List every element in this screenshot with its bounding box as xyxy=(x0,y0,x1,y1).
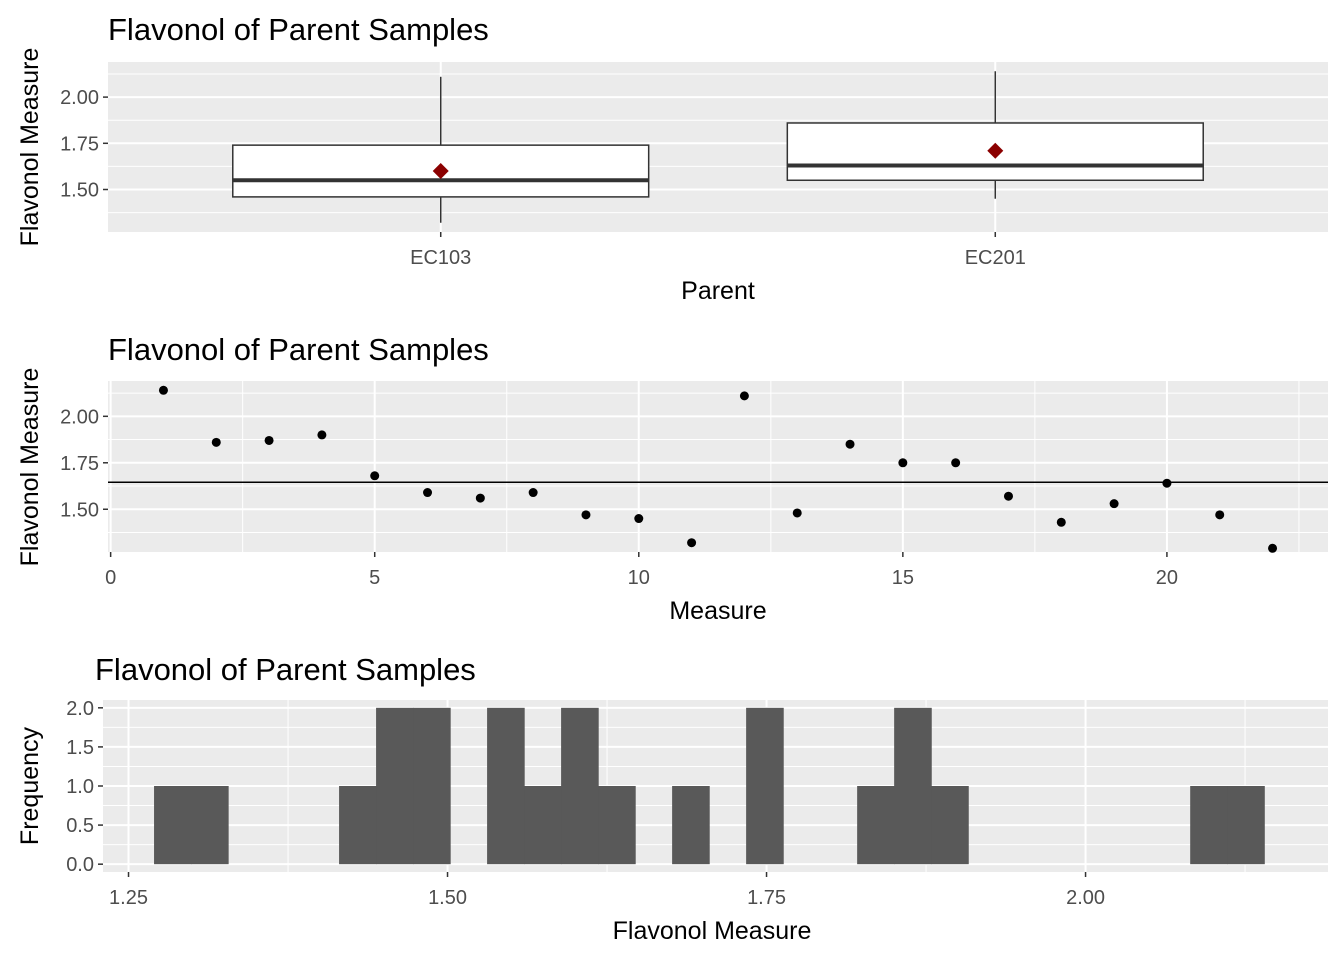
histogram-bar xyxy=(561,707,599,865)
histogram-y-tick-label: 1.5 xyxy=(66,737,94,759)
boxplot-panel: Flavonol of Parent Samples 1.501.752.00 … xyxy=(16,12,1328,305)
scatter-point xyxy=(1003,491,1013,501)
histogram-bar xyxy=(894,707,932,865)
scatter-point xyxy=(370,471,380,481)
boxplot-y-tick-label: 2.00 xyxy=(60,87,99,109)
histogram-x-tick-label: 2.00 xyxy=(1066,887,1105,909)
histogram-bar xyxy=(191,786,229,865)
histogram-bar xyxy=(746,707,784,865)
histogram-marks xyxy=(154,707,1265,865)
boxplot-x-axis: EC103 EC201 xyxy=(410,232,1026,269)
histogram-y-tick-label: 2.0 xyxy=(66,698,94,720)
scatter-y-tick-label: 1.75 xyxy=(60,453,99,475)
scatter-point xyxy=(1056,517,1066,527)
histogram-gridlines xyxy=(103,700,1328,872)
scatter-point xyxy=(158,385,168,395)
scatter-y-tick-label: 1.50 xyxy=(60,499,99,521)
histogram-title: Flavonol of Parent Samples xyxy=(95,652,476,687)
scatter-point xyxy=(898,458,908,468)
boxplot-x-axis-title: Parent xyxy=(681,277,755,305)
scatter-point xyxy=(1162,478,1172,488)
histogram-y-tick-label: 1.0 xyxy=(66,776,94,798)
scatter-x-axis-title: Measure xyxy=(669,597,766,625)
histogram-panel: Flavonol of Parent Samples 0.0 0.5 1.0 1.5 2… xyxy=(16,652,1328,945)
scatter-plot-background xyxy=(108,381,1328,552)
scatter-y-axis: 1.50 1.75 2.00 xyxy=(60,406,108,521)
scatter-point xyxy=(264,435,274,445)
scatter-x-axis: 0 5 10 15 20 xyxy=(105,552,1178,589)
boxplot-y-axis: 1.50 1.75 2.00 xyxy=(60,87,108,202)
histogram-bar xyxy=(672,786,710,865)
scatter-x-tick-label: 20 xyxy=(1156,567,1178,589)
boxplot-y-axis-title: Flavonol Measure xyxy=(16,48,44,247)
boxplot-title: Flavonol of Parent Samples xyxy=(108,12,489,47)
histogram-bar xyxy=(931,786,969,865)
scatter-panel: Flavonol of Parent Samples 1.501.752.00 … xyxy=(16,332,1328,625)
scatter-point xyxy=(687,538,697,548)
scatter-point xyxy=(317,430,327,440)
histogram-x-tick-label: 1.25 xyxy=(109,887,148,909)
scatter-y-axis-title: Flavonol Measure xyxy=(16,368,44,567)
scatter-point xyxy=(792,508,802,518)
scatter-title: Flavonol of Parent Samples xyxy=(108,332,489,367)
scatter-point xyxy=(1215,510,1225,520)
histogram-bar xyxy=(857,786,895,865)
histogram-bar xyxy=(413,707,451,865)
histogram-x-axis-title: Flavonol Measure xyxy=(613,917,812,945)
boxplot-x-tick-label: EC201 xyxy=(965,247,1026,269)
histogram-y-axis-title: Frequency xyxy=(16,726,44,845)
histogram-y-tick-label: 0.5 xyxy=(66,815,94,837)
histogram-bar xyxy=(524,786,562,865)
scatter-x-tick-label: 0 xyxy=(105,567,116,589)
boxplot-x-tick-label: EC103 xyxy=(410,247,471,269)
scatter-point xyxy=(581,510,591,520)
histogram-bar xyxy=(1190,786,1228,865)
histogram-bar xyxy=(487,707,525,865)
scatter-marks xyxy=(108,385,1328,553)
histogram-bar xyxy=(1227,786,1265,865)
scatter-point xyxy=(423,488,433,498)
scatter-point xyxy=(1109,499,1119,509)
scatter-y-tick-label: 2.00 xyxy=(60,406,99,428)
scatter-x-tick-label: 15 xyxy=(892,567,914,589)
scatter-point xyxy=(1268,543,1278,553)
scatter-x-tick-label: 10 xyxy=(628,567,650,589)
histogram-y-tick-label: 0.0 xyxy=(66,854,94,876)
boxplot-mean-marker xyxy=(432,163,449,180)
histogram-bar xyxy=(154,786,192,865)
histogram-x-tick-label: 1.50 xyxy=(428,887,467,909)
scatter-point xyxy=(211,437,221,447)
histogram-y-axis: 0.0 0.5 1.0 1.5 2.0 xyxy=(66,698,103,876)
scatter-point xyxy=(739,391,749,401)
boxplot-marks xyxy=(232,71,1204,223)
histogram-x-tick-label: 1.75 xyxy=(747,887,786,909)
scatter-point xyxy=(845,439,855,449)
boxplot-mean-marker xyxy=(987,142,1004,159)
histogram-bar xyxy=(376,707,414,865)
scatter-point xyxy=(528,488,538,498)
boxplot-y-tick-label: 1.50 xyxy=(60,180,99,202)
scatter-point xyxy=(475,493,485,503)
scatter-point xyxy=(634,514,644,524)
histogram-bar xyxy=(339,786,377,865)
histogram-bar xyxy=(598,786,636,865)
boxplot-y-tick-label: 1.75 xyxy=(60,133,99,155)
scatter-point xyxy=(951,458,961,468)
scatter-x-tick-label: 5 xyxy=(369,567,380,589)
histogram-x-axis: 1.25 1.50 1.75 2.00 xyxy=(109,872,1105,909)
